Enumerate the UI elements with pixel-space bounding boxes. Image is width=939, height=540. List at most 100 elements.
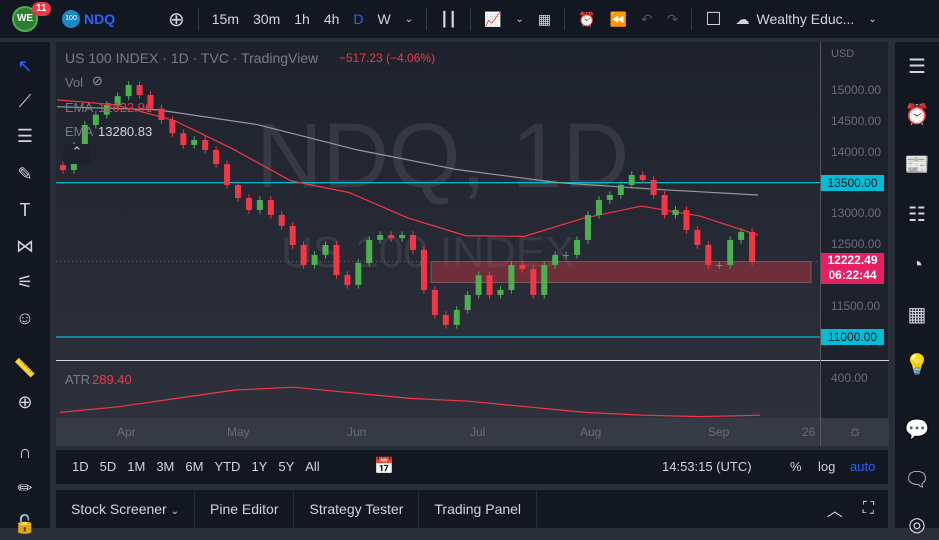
bar-countdown: 06:22:44 [828,268,877,282]
log-toggle[interactable]: log [818,459,836,474]
interval-1h[interactable]: 1h [294,11,310,27]
candle [749,232,756,262]
hidden-eye-icon[interactable]: ⊘ [92,73,103,88]
tab-stock-screener[interactable]: Stock Screener ⌄ [56,490,195,528]
ruler-icon[interactable]: 📏 [13,358,37,378]
watchlist-icon[interactable]: ☰ [908,56,926,78]
hotlists-flame-icon[interactable]: ◔ [910,254,924,276]
time-label: Apr [117,425,136,439]
magnet-icon[interactable]: ∩ [18,442,32,462]
tab-pine-editor[interactable]: Pine Editor [195,490,295,528]
redo-icon[interactable]: ↷ [666,10,679,27]
interval-15m[interactable]: 15m [211,11,239,27]
brush-icon[interactable]: ✎ [17,164,33,184]
time-label: Jul [470,425,486,439]
price-axis[interactable]: USD 15000.00 14500.00 14000.00 13000.00 … [820,42,889,446]
candles-icon[interactable]: ┃┃ [440,10,457,27]
range-5d[interactable]: 5D [99,459,117,474]
range-bar: 1D 5D 1M 3M 6M YTD 1Y 5Y All 📅 14:53:15 (UTC) % … [56,450,888,484]
interval-d[interactable]: D [353,11,364,27]
candle [628,174,635,185]
lightbulb-icon[interactable]: 💡 [904,354,930,376]
help-icon[interactable]: ◎ [908,514,926,536]
interval-4h[interactable]: 4h [323,11,340,27]
chats-icon[interactable]: 💬 [904,419,930,441]
range-ytd[interactable]: YTD [214,459,241,474]
chevron-down-icon[interactable]: ⌄ [404,13,414,25]
tab-trading-panel[interactable]: Trading Panel [419,490,538,528]
ema-fast-value: 12622.96 [98,100,153,115]
percent-toggle[interactable]: % [790,459,802,474]
atr-value: 289.40 [92,372,132,387]
chat-icon[interactable]: 🗨 [904,469,930,491]
currency-selector[interactable]: USD [831,48,855,60]
clock[interactable]: 14:53:15 (UTC) [662,459,752,474]
range-5y[interactable]: 5Y [278,459,295,474]
range-1y[interactable]: 1Y [251,459,268,474]
replay-icon[interactable]: ⏪ [609,10,627,27]
candle [694,229,701,245]
layout-grid-icon[interactable]: ▦ [537,10,552,27]
last-price: 12222.49 [827,253,878,267]
indicators-icon[interactable]: 📈 [483,10,502,27]
maximize-icon[interactable]: ⛶ [862,500,874,517]
ema-fast-line [56,99,759,237]
news-icon[interactable]: 📰 [904,154,930,176]
interval-w[interactable]: W [377,11,391,27]
fullscreen-square-icon[interactable]: ☐ [705,8,722,29]
lock-icon[interactable]: 🔓 [13,514,37,534]
range-all[interactable]: All [305,459,320,474]
expand-panel-icon[interactable]: ︿ [826,503,843,520]
chevron-down-icon[interactable]: ⌄ [868,13,877,25]
candle [60,165,66,170]
range-1d[interactable]: 1D [72,459,89,474]
candle [705,244,712,265]
alarm-clock-icon[interactable]: ⏰ [904,104,930,126]
smiley-icon[interactable]: ☺ [15,308,35,328]
candle [169,120,176,134]
range-3m[interactable]: 3M [156,459,175,474]
time-axis[interactable]: Apr May Jun Jul Aug Sep 26 [56,418,820,446]
top-toolbar: WE 11 100 NDQ ⊕ 15m 30m 1h 4h D W ⌄ ┃┃ 📈 … [0,0,939,38]
user-avatar[interactable]: WE 11 [12,2,51,32]
range-6m[interactable]: 6M [185,459,204,474]
lock-drawings-icon[interactable]: ✏ [17,478,33,498]
trend-line-icon[interactable]: ⟋ [18,91,32,111]
ideas-stream-icon[interactable]: ☷ [908,204,926,226]
price-plot [56,81,820,418]
fib-retracement-icon[interactable]: ☰ [16,126,34,146]
interval-30m[interactable]: 30m [253,11,281,27]
time-label: Sep [708,425,730,439]
candle [475,275,482,295]
settings-gear-icon[interactable]: ☼ [821,418,889,446]
chart-pane[interactable]: NDQ, 1D US 100 INDEX US 100 INDEX · 1D ·… [56,42,820,446]
candle [202,140,209,150]
candle [650,179,657,195]
collapse-legend-button[interactable]: ⌃ [63,144,91,164]
candle [453,309,460,325]
symbol-search[interactable]: NDQ [84,11,116,27]
calendar-icon[interactable]: ▦ [907,304,927,326]
pattern-icon[interactable]: ⋈ [16,236,34,256]
cursor-icon[interactable]: ↖ [17,56,33,76]
last-price-tag: 12222.49 06:22:44 [821,253,884,284]
goto-date-icon[interactable]: 📅 [374,458,394,475]
prediction-icon[interactable]: ⚟ [16,272,34,292]
text-icon[interactable]: T [19,200,31,220]
undo-icon[interactable]: ↶ [640,10,653,27]
chevron-down-icon[interactable]: ⌄ [515,13,524,25]
auto-toggle[interactable]: auto [850,459,876,474]
compare-plus-icon[interactable]: ⊕ [168,8,185,31]
right-sidebar: ☰ ⏰ 📰 ☷ ◔ ▦ 💡 💬 🗨 ◎ [895,42,939,536]
candle [114,96,121,106]
time-label: Aug [580,425,602,439]
pane-separator[interactable] [56,360,820,361]
tab-strategy-tester[interactable]: Strategy Tester [294,490,420,528]
drawing-toolbar: ↖ ⟋ ☰ ✎ T ⋈ ⚟ ☺ 📏 ⊕ ∩ ✏ 🔓 [0,42,50,534]
cloud-save-icon[interactable]: ☁ [735,10,750,27]
zoom-icon[interactable]: ⊕ [17,392,33,412]
alert-icon[interactable]: ⏰ [578,10,596,27]
range-1m[interactable]: 1M [127,459,146,474]
chevron-down-icon: ⌄ [170,506,179,517]
layout-name[interactable]: Wealthy Educ... [756,11,855,27]
